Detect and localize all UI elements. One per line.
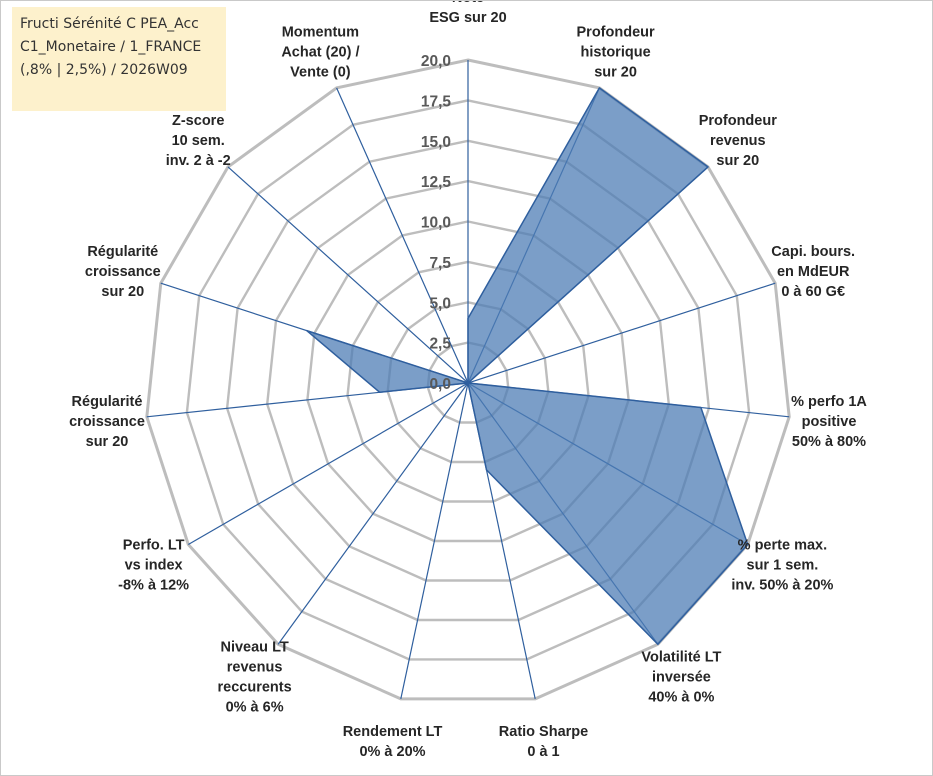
axis-spoke	[336, 87, 469, 384]
axis-label-line: inv. 2 à -2	[166, 153, 231, 169]
axis-label-line: 40% à 0%	[648, 690, 714, 706]
axis-label: Régularité croissance sur 20	[85, 244, 161, 300]
radial-tick-labels: 0,0 2,5 5,0 7,5 10,0 12,5 15,0 17,5 20,0	[421, 53, 452, 393]
axis-label-line: positive	[802, 414, 857, 430]
axis-label: Régularité croissance sur 20	[69, 394, 145, 450]
radial-tick-label: 10,0	[421, 215, 451, 232]
axis-label-line: Capi. bours.	[771, 244, 855, 260]
axis-label-line: Note	[452, 1, 484, 6]
radial-tick-label: 20,0	[421, 53, 451, 70]
radial-tick-label: 2,5	[429, 336, 451, 353]
axis-label: Volatilité LT inversée 40% à 0%	[641, 650, 721, 706]
axis-label-line: Vente (0)	[290, 64, 351, 80]
axis-label-line: inversée	[652, 670, 711, 686]
axis-labels: Note ESG sur 20 Profondeur historique sur 20…	[69, 1, 867, 760]
axis-label: Perfo. LT vs index -8% à 12%	[118, 538, 189, 594]
axis-label-line: Rendement LT	[343, 724, 443, 740]
axis-label-line: historique	[581, 44, 651, 60]
axis-label-line: Ratio Sharpe	[499, 724, 588, 740]
axis-label: % perte max. sur 1 sem. inv. 50% à 20%	[731, 538, 833, 594]
axis-label-line: Achat (20) /	[281, 44, 359, 60]
radial-tick-label: 5,0	[429, 295, 451, 312]
axis-label-line: Volatilité LT	[641, 650, 721, 666]
radial-tick-label: 0,0	[429, 376, 451, 393]
axis-label-line: Profondeur	[577, 24, 655, 40]
axis-label-line: 0% à 20%	[359, 744, 425, 760]
axis-label-line: 0% à 6%	[226, 700, 284, 716]
axis-label-line: 10 sem.	[172, 133, 225, 149]
axis-label-line: -8% à 12%	[118, 578, 189, 594]
grid-ring	[225, 139, 711, 622]
axis-label-line: 0 à 60 G€	[781, 284, 845, 300]
radial-tick-label: 12,5	[421, 174, 452, 191]
axis-label-line: Momentum	[282, 24, 359, 40]
axis-label-line: croissance	[69, 414, 145, 430]
series-polygon	[305, 87, 749, 646]
axis-spoke	[187, 382, 469, 546]
fund-info-box: Fructi Sérénité C PEA_Acc C1_Monetaire /…	[12, 7, 226, 111]
axis-label: Rendement LT 0% à 20%	[343, 724, 443, 760]
axis-label-line: sur 20	[716, 153, 759, 169]
axis-label: Ratio Sharpe 0 à 1	[499, 724, 588, 760]
axis-spoke	[277, 382, 469, 645]
axis-label: Z-score 10 sem. inv. 2 à -2	[166, 113, 231, 169]
axis-label-line: Niveau LT	[220, 640, 288, 656]
axis-label-line: % perte max.	[738, 538, 827, 554]
axis-spoke	[227, 166, 469, 384]
grid-ring	[386, 301, 550, 464]
radial-tick-label: 15,0	[421, 134, 451, 151]
axis-label: Profondeur revenus sur 20	[699, 113, 777, 169]
axis-label-line: 0 à 1	[527, 744, 559, 760]
series-area	[305, 87, 749, 646]
axis-label-line: vs index	[125, 558, 183, 574]
axis-label-line: sur 20	[86, 434, 129, 450]
fund-period: (,8% | 2,5%) / 2026W09	[20, 62, 188, 78]
grid-rings	[145, 58, 791, 701]
axis-label: Momentum Achat (20) / Vente (0)	[281, 24, 359, 80]
axis-spoke	[467, 282, 776, 384]
axis-label: Profondeur historique sur 20	[577, 24, 655, 80]
axis-label-line: croissance	[85, 264, 161, 280]
axis-label: Note ESG sur 20	[429, 1, 506, 26]
axis-label: % perfo 1A positive 50% à 80%	[791, 394, 867, 450]
grid-ring	[185, 99, 751, 661]
axis-label-line: revenus	[227, 660, 283, 676]
axis-label-line: % perfo 1A	[791, 394, 867, 410]
axis-label-line: 50% à 80%	[792, 434, 866, 450]
fund-category: C1_Monetaire / 1_FRANCE	[20, 39, 202, 55]
axis-label: Capi. bours. en MdEUR 0 à 60 G€	[771, 244, 855, 300]
axis-label-line: sur 20	[101, 284, 144, 300]
axis-label-line: sur 20	[594, 64, 637, 80]
axis-label-line: Profondeur	[699, 113, 777, 129]
axis-label-line: Régularité	[72, 394, 143, 410]
axis-label-line: Perfo. LT	[123, 538, 185, 554]
axis-label-line: sur 1 sem.	[747, 558, 819, 574]
fund-name: Fructi Sérénité C PEA_Acc	[20, 16, 199, 32]
grid-ring	[145, 58, 791, 701]
axis-label-line: reccurents	[218, 680, 292, 696]
axis-label-line: Régularité	[87, 244, 158, 260]
axis-label: Niveau LT revenus reccurents 0% à 6%	[218, 640, 292, 716]
radial-tick-label: 7,5	[429, 255, 451, 272]
radial-tick-label: 17,5	[421, 93, 452, 110]
axis-label-line: ESG sur 20	[429, 10, 506, 26]
axis-label-line: inv. 50% à 20%	[731, 578, 833, 594]
grid-ring	[346, 260, 590, 503]
axis-label-line: en MdEUR	[777, 264, 850, 280]
grid-ring	[426, 341, 510, 424]
axis-label-line: revenus	[710, 133, 766, 149]
grid-ring	[306, 220, 630, 543]
axis-label-line: Z-score	[172, 113, 224, 129]
axis-spoke	[400, 382, 469, 700]
grid-ring	[265, 179, 671, 582]
